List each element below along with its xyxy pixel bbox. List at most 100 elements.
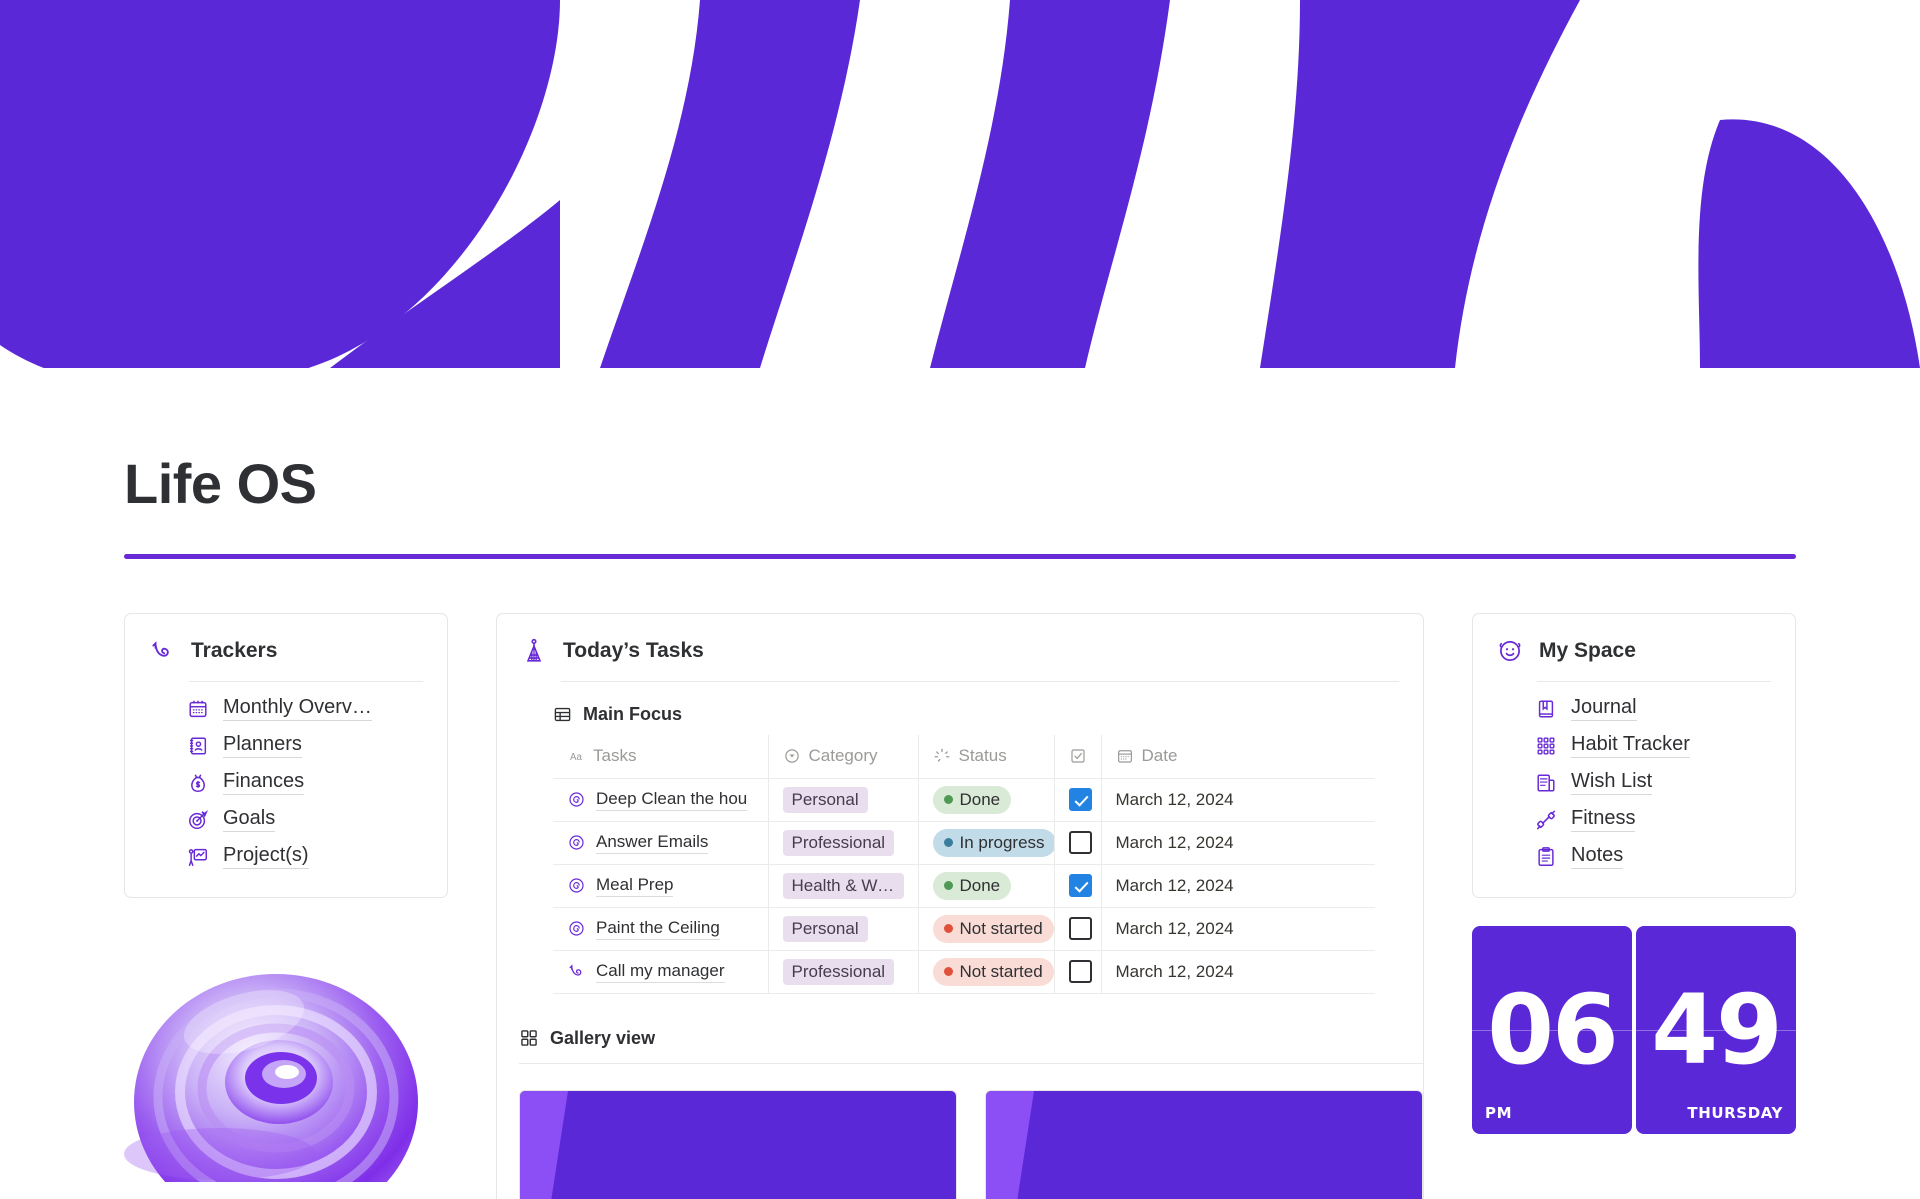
clock-hours-box: 06 PM	[1472, 926, 1632, 1134]
spiral-arrow-icon	[152, 641, 169, 657]
column-header-label: Date	[1141, 746, 1178, 766]
cell-category[interactable]: Professional	[768, 949, 919, 994]
task-checkbox[interactable]	[1068, 917, 1092, 940]
todays-tasks-card: Today’s Tasks Main Focus	[496, 613, 1424, 1199]
decorative-3d-torus	[124, 922, 448, 1182]
status-badge: Not started	[932, 957, 1053, 986]
trackers-title: Trackers	[191, 639, 278, 662]
cell-task[interactable]: Paint the Ceiling	[553, 906, 769, 951]
brain-icon	[161, 260, 261, 356]
cell-date[interactable]: March 12, 2024	[1101, 906, 1375, 951]
cell-checkbox[interactable]	[1054, 863, 1102, 908]
table-header-row: Aa Tasks	[553, 735, 1375, 779]
column-header-date[interactable]: Date	[1101, 735, 1375, 779]
sidebar-item-label: Wish List	[1571, 770, 1653, 795]
gallery-view-header[interactable]: Gallery view	[497, 994, 1423, 1063]
sidebar-item-wish-list[interactable]: Wish List	[1497, 764, 1771, 801]
cell-category[interactable]: Personal	[768, 906, 919, 951]
task-checkbox[interactable]	[1068, 831, 1092, 854]
status-dot	[943, 795, 953, 804]
table-row[interactable]: Answer Emails Professional In progress Marc…	[553, 820, 1375, 865]
spiral-icon	[569, 835, 584, 850]
status-label: Done	[959, 789, 1001, 809]
abacus-icon	[526, 638, 542, 662]
cell-status[interactable]: Not started	[918, 949, 1055, 994]
cell-date[interactable]: March 12, 2024	[1101, 863, 1375, 908]
my-space-list: Journal	[1473, 682, 1795, 897]
sidebar-item-journal[interactable]: Journal	[1497, 690, 1771, 727]
cell-checkbox[interactable]	[1054, 777, 1102, 822]
sidebar-item-notes[interactable]: Notes	[1497, 838, 1771, 875]
flip-split-line	[1636, 1030, 1796, 1031]
cell-checkbox[interactable]	[1054, 906, 1102, 951]
table-row[interactable]: Meal Prep Health & Welln… Done March 12, 20…	[553, 863, 1375, 908]
sidebar-item-label: Monthly Overv…	[223, 696, 372, 721]
sidebar-item-label: Notes	[1571, 844, 1624, 869]
cell-task[interactable]: Deep Clean the hou	[553, 777, 769, 822]
gallery-card-cover	[520, 1090, 956, 1199]
cell-task[interactable]: Meal Prep	[553, 863, 769, 908]
column-header-checkbox[interactable]	[1054, 735, 1102, 779]
sidebar-item-monthly-overview[interactable]: Monthly Overv…	[149, 690, 423, 727]
cell-task[interactable]: Call my manager	[553, 949, 769, 994]
divider	[189, 681, 423, 682]
sidebar-item-label: Project(s)	[223, 844, 309, 869]
table-row[interactable]: Paint the Ceiling Personal Not started Marc…	[553, 906, 1375, 951]
cell-checkbox[interactable]	[1054, 949, 1102, 994]
column-header-category[interactable]: Category	[768, 735, 919, 779]
project-icon	[188, 848, 207, 866]
divider	[561, 681, 1399, 682]
column-header-tasks[interactable]: Aa Tasks	[553, 735, 769, 779]
gallery-card[interactable]	[985, 1089, 1423, 1199]
tasks-table-body: Deep Clean the hou Personal Done March 12, …	[553, 777, 1375, 994]
status-badge: Done	[932, 785, 1012, 814]
sidebar-item-planners[interactable]: Planners	[149, 727, 423, 764]
spiral-arrow-icon	[569, 964, 582, 976]
task-checkbox[interactable]	[1068, 960, 1092, 983]
clock-minutes: 49	[1651, 974, 1783, 1086]
sidebar-item-habit-tracker[interactable]: Habit Tracker	[1497, 727, 1771, 764]
task-date: March 12, 2024	[1115, 918, 1234, 938]
sidebar-item-goals[interactable]: Goals	[149, 801, 423, 838]
calendar-icon	[189, 700, 207, 717]
cell-date[interactable]: March 12, 2024	[1101, 949, 1375, 994]
sidebar-item-label: Goals	[223, 807, 276, 832]
svg-text:Aa: Aa	[570, 752, 583, 763]
category-tag: Professional	[782, 829, 895, 856]
cell-status[interactable]: Not started	[918, 906, 1055, 951]
sidebar-item-finances[interactable]: Finances	[149, 764, 423, 801]
task-checkbox[interactable]	[1068, 874, 1092, 897]
cell-category[interactable]: Personal	[768, 777, 919, 822]
cell-task[interactable]: Answer Emails	[553, 820, 769, 865]
sidebar-item-projects[interactable]: Project(s)	[149, 838, 423, 875]
trackers-list: Monthly Overv… Planners	[125, 682, 447, 897]
cell-status[interactable]: Done	[918, 863, 1055, 908]
cell-checkbox[interactable]	[1054, 820, 1102, 865]
tasks-title: Today’s Tasks	[563, 639, 704, 662]
book-icon	[1538, 699, 1554, 718]
cell-category[interactable]: Health & Welln…	[768, 863, 919, 908]
status-label: Not started	[959, 961, 1043, 981]
cell-date[interactable]: March 12, 2024	[1101, 820, 1375, 865]
sidebar-item-label: Planners	[223, 733, 302, 758]
sidebar-item-fitness[interactable]: Fitness	[1497, 801, 1771, 838]
title-divider	[124, 554, 1796, 559]
task-date: March 12, 2024	[1115, 789, 1234, 809]
cell-date[interactable]: March 12, 2024	[1101, 777, 1375, 822]
subview-main-focus[interactable]: Main Focus	[497, 682, 1423, 735]
cell-status[interactable]: In progress	[918, 820, 1055, 865]
column-header-status[interactable]: Status	[918, 735, 1055, 779]
flip-split-line	[1472, 1030, 1632, 1031]
gallery-card[interactable]	[519, 1089, 957, 1199]
smiley-face-icon	[1499, 641, 1521, 661]
clipboard-icon	[1538, 846, 1554, 866]
flip-clock-widget: 06 PM 49 THURSDAY	[1472, 926, 1796, 1134]
money-bag-icon	[191, 773, 205, 792]
table-row[interactable]: Call my manager Professional Not started Ma…	[553, 949, 1375, 994]
table-row[interactable]: Deep Clean the hou Personal Done March 12, …	[553, 777, 1375, 822]
tasks-table: Aa Tasks	[553, 735, 1375, 994]
task-checkbox[interactable]	[1068, 788, 1092, 811]
status-badge: In progress	[932, 828, 1053, 857]
cell-category[interactable]: Professional	[768, 820, 919, 865]
cell-status[interactable]: Done	[918, 777, 1055, 822]
